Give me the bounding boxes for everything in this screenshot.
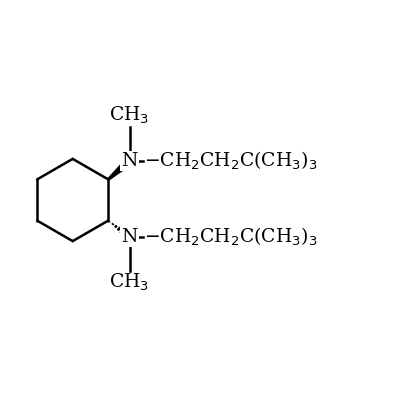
Text: $-$CH$_2$CH$_2$C(CH$_3$)$_3$: $-$CH$_2$CH$_2$C(CH$_3$)$_3$ <box>144 150 318 172</box>
Text: CH$_3$: CH$_3$ <box>110 272 150 293</box>
Polygon shape <box>108 158 132 180</box>
Text: N: N <box>121 228 138 246</box>
Text: $-$CH$_2$CH$_2$C(CH$_3$)$_3$: $-$CH$_2$CH$_2$C(CH$_3$)$_3$ <box>144 226 318 248</box>
Text: CH$_3$: CH$_3$ <box>110 104 150 126</box>
Text: N: N <box>121 152 138 170</box>
